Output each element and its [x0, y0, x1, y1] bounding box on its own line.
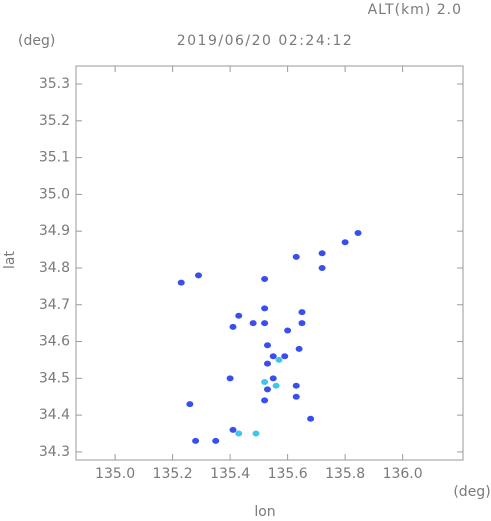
echo-point	[186, 401, 194, 408]
echo-point	[226, 375, 234, 382]
echo-point	[194, 272, 202, 279]
echo-point	[298, 309, 306, 316]
echo-point	[318, 250, 326, 257]
echo-point	[212, 437, 220, 444]
echo-point	[275, 356, 283, 363]
y-tick-label: 34.6	[39, 334, 70, 350]
x-tick-label: 135.4	[210, 466, 250, 482]
echo-point	[263, 360, 271, 367]
echo-point	[263, 342, 271, 349]
echo-point	[295, 345, 303, 352]
echo-point	[261, 276, 269, 283]
y-tick-label: 34.3	[39, 444, 70, 460]
x-tick-label: 135.0	[95, 466, 135, 482]
echo-point	[263, 386, 271, 393]
altitude-label: ALT(km) 2.0	[368, 2, 462, 18]
y-tick-label: 34.5	[39, 370, 70, 386]
x-tick-label: 135.6	[268, 466, 308, 482]
y-tick-label: 35.3	[39, 76, 70, 92]
echo-point	[261, 397, 269, 404]
echo-point	[341, 239, 349, 246]
echo-point	[261, 320, 269, 327]
x-axis-label: lon	[254, 504, 275, 520]
echo-point	[177, 279, 185, 286]
y-tick-label: 34.7	[39, 297, 70, 313]
echo-point	[261, 305, 269, 312]
x-unit: (deg)	[453, 484, 490, 500]
echo-point	[318, 264, 326, 271]
echo-point	[269, 375, 277, 382]
x-tick-label: 136.0	[383, 466, 423, 482]
echo-point	[261, 379, 269, 386]
echo-point	[298, 320, 306, 327]
x-tick-label: 135.2	[153, 466, 193, 482]
echo-point	[252, 430, 260, 437]
y-axis-label: lat	[2, 251, 18, 269]
echo-point	[229, 323, 237, 330]
echo-point	[292, 382, 300, 389]
echo-point	[269, 353, 277, 360]
echo-point	[281, 353, 289, 360]
echo-point	[229, 426, 237, 433]
y-tick-label: 34.9	[39, 223, 70, 239]
y-tick-label: 35.1	[39, 150, 70, 166]
echo-point	[192, 437, 200, 444]
y-tick-label: 34.8	[39, 260, 70, 276]
echo-point	[307, 415, 315, 422]
echo-point	[272, 382, 280, 389]
echo-point	[249, 320, 257, 327]
echo-point	[354, 230, 362, 237]
x-tick-label: 135.8	[325, 466, 365, 482]
y-tick-label: 35.2	[39, 113, 70, 129]
echo-point	[235, 312, 243, 319]
y-tick-label: 34.4	[39, 407, 70, 423]
echo-point	[235, 430, 243, 437]
echo-point	[284, 327, 292, 334]
y-unit: (deg)	[18, 33, 55, 49]
echo-point	[292, 393, 300, 400]
y-tick-label: 35.0	[39, 186, 70, 202]
plot-frame	[75, 65, 464, 461]
echo-point	[292, 253, 300, 260]
chart-title: 2019/06/20 02:24:12	[177, 33, 354, 49]
